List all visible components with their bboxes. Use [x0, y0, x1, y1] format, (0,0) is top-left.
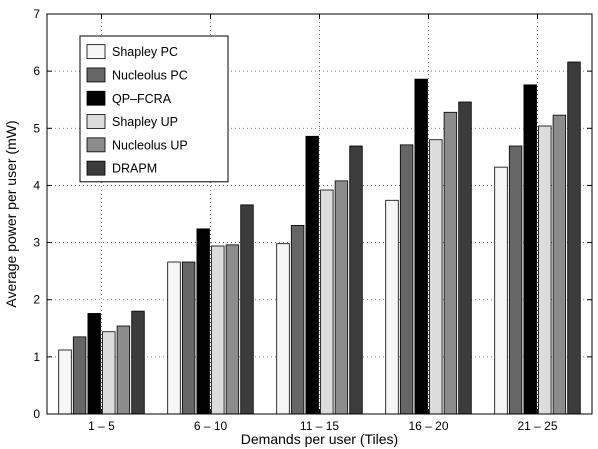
legend-swatch [86, 114, 106, 129]
y-tick-label: 3 [33, 236, 40, 250]
x-tick-label: 21 – 25 [517, 419, 557, 433]
y-tick-label: 0 [33, 407, 40, 421]
bar-nucleolus-up-2 [225, 244, 240, 415]
legend-label: DRAPM [112, 162, 157, 176]
bars [58, 61, 581, 415]
x-tick-label: 11 – 15 [300, 419, 339, 433]
bar-drapm-2 [240, 204, 254, 415]
y-tick-label: 5 [33, 121, 40, 135]
bar-qp-fcra-1 [87, 313, 101, 415]
bar-qp-fcra-4 [414, 78, 428, 415]
bar-shapley-up-5 [538, 125, 552, 415]
legend-box [79, 35, 229, 183]
legend-label: Nucleolus PC [112, 68, 188, 82]
bar-nucleolus-pc-3 [290, 225, 305, 415]
grid [47, 14, 592, 414]
legend: Shapley PC Nucleolus PC QP–FCRA Shapley UP N… [79, 35, 229, 183]
y-tick-label: 1 [33, 350, 40, 364]
bar-shapley-up-2 [211, 245, 225, 415]
bar-drapm-1 [131, 310, 145, 415]
axes [46, 13, 593, 415]
tick-labels: 0 1 2 3 4 5 6 7 1 – 5 6 – 10 11 – 15 16 – 20 21 – 25 [33, 7, 558, 433]
legend-swatch [86, 90, 106, 106]
x-tick-label: 16 – 20 [408, 419, 448, 433]
bar-shapley-pc-4 [385, 199, 399, 415]
y-tick-label: 2 [33, 293, 40, 307]
bar-shapley-pc-3 [276, 243, 290, 415]
bar-shapley-pc-5 [494, 166, 508, 415]
bar-drapm-3 [349, 145, 363, 415]
bar-nucleolus-up-1 [116, 325, 131, 415]
x-axis-title: Demands per user (Tiles) [241, 431, 398, 447]
x-tick-label: 1 – 5 [88, 419, 115, 433]
bar-shapley-pc-2 [167, 261, 181, 415]
bar-shapley-up-3 [320, 189, 334, 415]
bar-qp-fcra-5 [523, 84, 537, 415]
legend-swatch [86, 67, 106, 83]
bar-shapley-pc-1 [58, 349, 72, 415]
legend-label: Shapley UP [112, 115, 178, 129]
bar-shapley-up-4 [429, 139, 443, 415]
bar-nucleolus-up-4 [443, 111, 458, 415]
legend-label: Shapley PC [112, 45, 178, 59]
bar-nucleolus-up-3 [334, 180, 349, 415]
legend-label: Nucleolus UP [112, 138, 188, 152]
bar-nucleolus-pc-4 [399, 144, 414, 415]
legend-swatch [86, 137, 106, 153]
x-tick-label: 6 – 10 [194, 419, 228, 433]
y-tick-label: 6 [33, 64, 40, 78]
legend-label: QP–FCRA [112, 92, 172, 106]
bar-drapm-4 [458, 101, 472, 415]
y-axis-title: Average power per user (mW) [3, 120, 19, 307]
bar-qp-fcra-2 [196, 228, 210, 415]
legend-swatch [86, 44, 106, 60]
y-tick-label: 7 [33, 7, 40, 21]
bar-shapley-up-1 [102, 331, 116, 415]
bar-nucleolus-up-5 [552, 114, 567, 415]
bar-drapm-5 [567, 61, 581, 415]
bar-nucleolus-pc-2 [181, 261, 196, 415]
bar-nucleolus-pc-1 [72, 336, 87, 415]
y-tick-label: 4 [33, 178, 40, 192]
bar-nucleolus-pc-5 [508, 145, 523, 415]
bar-qp-fcra-3 [305, 135, 319, 415]
legend-swatch [86, 160, 106, 176]
